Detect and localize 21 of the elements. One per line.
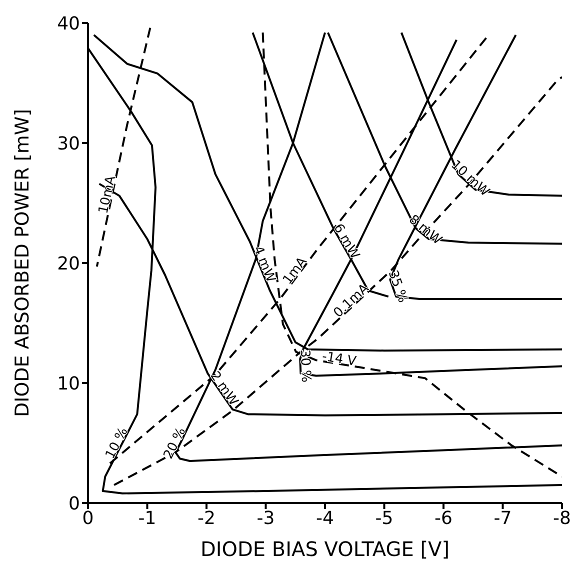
y-tick-label: 10: [57, 373, 80, 394]
text: 10mA: [96, 174, 119, 216]
text: -14 V: [320, 349, 358, 370]
y-tick-label: 40: [57, 13, 80, 34]
x-tick-label: -6: [434, 508, 452, 529]
x-tick-label: -3: [256, 508, 275, 529]
text: 20 %: [161, 425, 190, 462]
text: 35 %: [384, 268, 410, 305]
x-tick-label: -8: [553, 508, 571, 529]
y-tick-label: 20: [57, 253, 80, 274]
x-tick-label: -1: [138, 508, 156, 529]
x-tick-label: -5: [375, 508, 394, 529]
y-tick-label: 30: [57, 133, 80, 154]
x-tick-label: -7: [494, 508, 512, 529]
x-tick-label: -2: [198, 508, 216, 529]
x-tick-label: 0: [82, 508, 94, 529]
x-tick-label: -4: [316, 508, 334, 529]
y-tick-label: 0: [68, 493, 80, 514]
text: 10 %: [102, 425, 132, 462]
x-axis-title: DIODE BIAS VOLTAGE [V]: [200, 537, 450, 561]
y-axis-title: DIODE ABSORBED POWER [mW]: [12, 108, 34, 418]
